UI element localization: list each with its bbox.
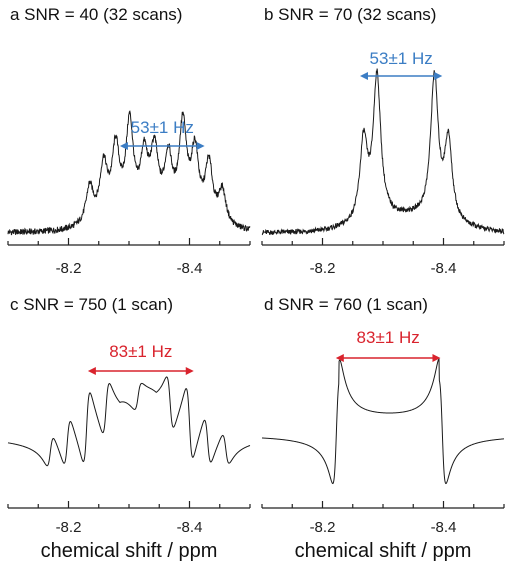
splitting-arrow: [335, 354, 441, 362]
tick-label: -8.2: [310, 260, 336, 277]
tick-label: -8.4: [431, 260, 457, 277]
panel-a: a SNR = 40 (32 scans) -8.2 -8.4 53±1 Hz: [7, 5, 251, 277]
spectrum-trace: [261, 358, 505, 485]
splitting-label: 83±1 Hz: [357, 328, 420, 347]
panel-title: b SNR = 70 (32 scans): [264, 5, 436, 24]
x-axis-label: chemical shift / ppm: [41, 540, 218, 562]
panel-title: a SNR = 40 (32 scans): [10, 5, 182, 24]
tick-label: -8.4: [177, 519, 203, 536]
panel-d: d SNR = 760 (1 scan) -8.2 -8.4 chemical shi…: [261, 295, 505, 562]
panel-title: d SNR = 760 (1 scan): [264, 295, 428, 314]
tick-label: -8.2: [310, 519, 336, 536]
panel-title: c SNR = 750 (1 scan): [10, 295, 173, 314]
splitting-label: 53±1 Hz: [370, 49, 433, 68]
spectrum-trace: [7, 110, 251, 236]
tick-label: -8.2: [56, 260, 82, 277]
panel-c: c SNR = 750 (1 scan) -8.2 -8.4 chemical shi…: [7, 295, 251, 562]
splitting-arrow: [119, 142, 205, 150]
tick-label: -8.4: [177, 260, 203, 277]
spectrum-trace: [7, 376, 251, 467]
splitting-arrow: [360, 72, 443, 80]
splitting-arrow: [87, 367, 194, 375]
tick-label: -8.2: [56, 519, 82, 536]
splitting-label: 53±1 Hz: [131, 118, 194, 137]
panel-b: b SNR = 70 (32 scans) -8.2 -8.4 53±1 Hz: [261, 5, 505, 277]
splitting-label: 83±1 Hz: [109, 342, 172, 361]
x-axis-label: chemical shift / ppm: [295, 540, 472, 562]
spectrum-trace: [261, 68, 505, 236]
tick-label: -8.4: [431, 519, 457, 536]
